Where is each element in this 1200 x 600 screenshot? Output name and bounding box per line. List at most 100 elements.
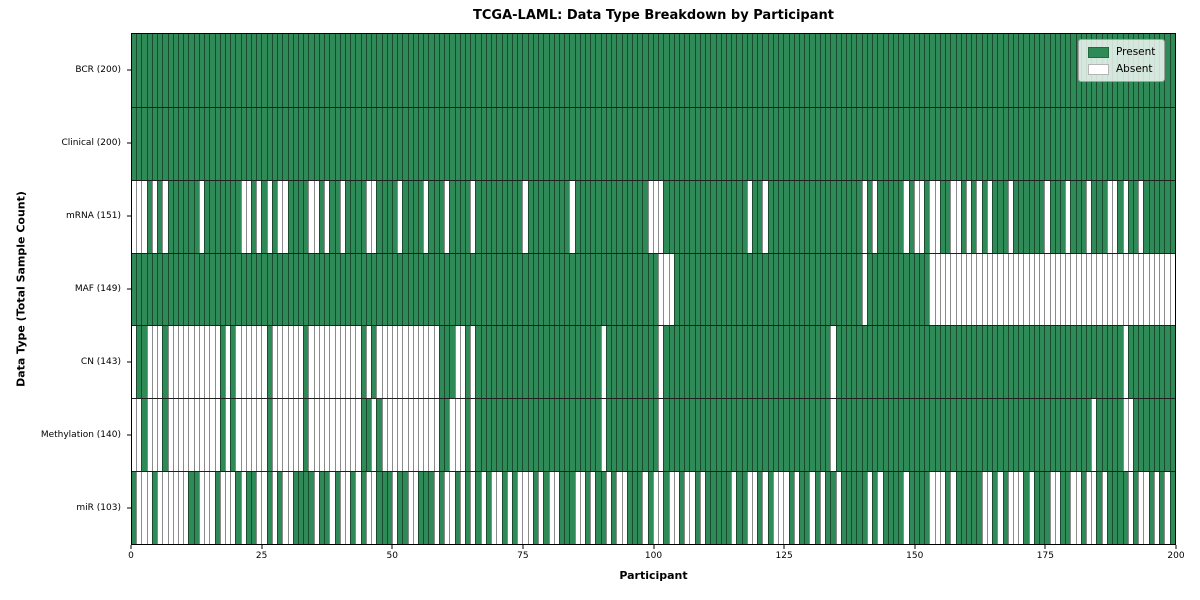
cell [746,253,753,326]
cell [501,180,507,253]
cell [136,180,142,253]
cell [694,180,700,253]
cell [298,326,304,399]
cell [694,253,700,326]
cell [1159,326,1165,399]
cell [1018,34,1024,107]
cell [350,180,356,253]
cell [637,472,643,544]
cell [438,253,445,326]
y-tick-mark [127,288,131,290]
cell [193,107,199,180]
cell [872,253,878,326]
cell [224,180,231,253]
cell [1002,472,1008,544]
cell [720,399,726,472]
cell [866,107,873,180]
cell [475,180,481,253]
cell [271,107,278,180]
cell [590,107,596,180]
cell [913,253,920,326]
cell [240,326,246,399]
cell [433,399,439,472]
cell [830,472,836,544]
cell [1112,399,1118,472]
cell [1148,180,1154,253]
cell [157,399,163,472]
cell [1018,326,1024,399]
cell [632,253,638,326]
cell [898,107,904,180]
cell [752,107,758,180]
cell [282,399,288,472]
cell [365,326,372,399]
cell [699,107,706,180]
cell [919,253,925,326]
cell [799,180,805,253]
cell [804,253,810,326]
cell [966,253,972,326]
cell [454,34,460,107]
cell [611,399,617,472]
cell [851,472,857,544]
cell [209,107,215,180]
cell [350,107,356,180]
cell [344,326,351,399]
cell [1049,472,1055,544]
cell [872,399,878,472]
cell [903,107,909,180]
cell [1101,253,1107,326]
cell [569,472,575,544]
cell [814,253,820,326]
cell [757,253,763,326]
cell [558,34,565,107]
cell [825,253,831,326]
cell [924,107,930,180]
cell [945,34,951,107]
cell [1018,399,1024,472]
cell [219,472,225,544]
cell [1086,399,1092,472]
cell [475,326,481,399]
cell [506,34,512,107]
cell [997,253,1003,326]
cell [819,34,826,107]
cell [809,399,815,472]
cell [553,253,559,326]
cell [934,107,940,180]
cell [470,326,476,399]
cell [929,34,935,107]
cell [1065,326,1071,399]
cell [454,180,460,253]
cell [402,253,408,326]
cell [1049,399,1055,472]
cell [590,253,596,326]
cell [788,399,794,472]
cell [522,326,528,399]
cell [1153,399,1160,472]
cell [538,107,544,180]
cell [809,180,815,253]
cell [898,253,904,326]
cell [1070,326,1076,399]
cell [1039,180,1045,253]
cell [553,472,559,544]
cell [412,107,419,180]
cell [1039,107,1045,180]
cell [731,107,737,180]
cell [574,253,580,326]
cell [271,180,278,253]
cell [772,180,779,253]
cell [647,253,653,326]
cell [757,472,763,544]
cell [256,180,262,253]
cell [772,399,779,472]
cell [788,253,794,326]
cell [449,107,455,180]
cell [1091,180,1097,253]
cell [1075,180,1081,253]
cell [1096,399,1102,472]
cell [1138,326,1144,399]
cell [548,472,554,544]
x-tick-label-200: 200 [1167,551,1185,561]
